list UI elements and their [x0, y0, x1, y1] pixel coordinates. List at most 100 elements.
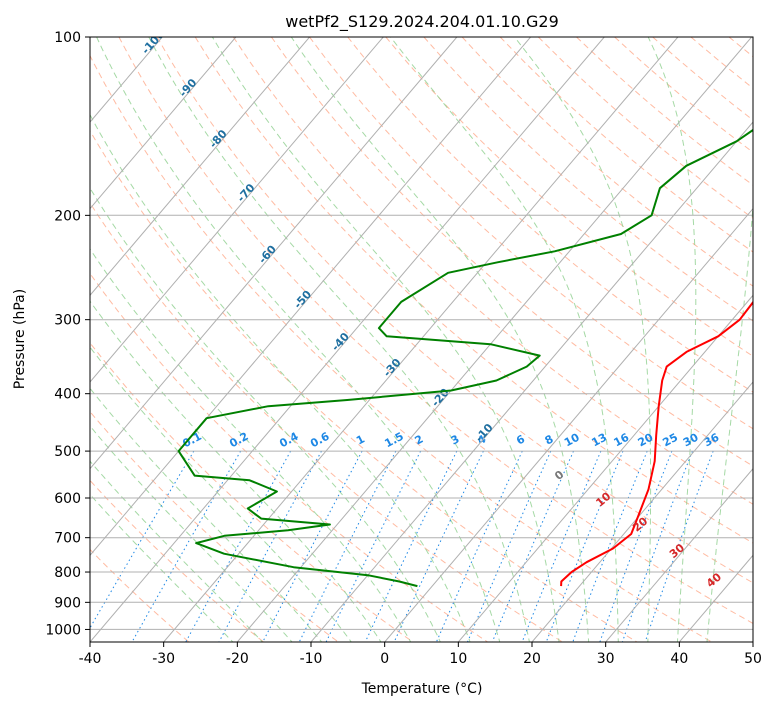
- isotherm-line: [605, 467, 753, 642]
- isotherm-line: [90, 37, 531, 557]
- isotherm-line: [678, 554, 753, 642]
- x-tick-label: 10: [449, 651, 467, 667]
- moist-adiabat: [90, 346, 352, 642]
- mixing-ratio-line: [218, 450, 322, 642]
- isotherm-line: [752, 641, 753, 642]
- mixing-ratio-label: 20: [636, 431, 656, 450]
- y-tick-label: 1000: [45, 622, 81, 638]
- isotherm-line: [90, 37, 384, 383]
- mixing-ratio-line: [393, 450, 484, 642]
- dry-adiabat: [156, 37, 753, 584]
- mixing-ratio-label: 10: [562, 431, 582, 450]
- isotherm-label: -100: [139, 27, 167, 56]
- isotherm-label: -80: [207, 127, 230, 151]
- x-tick-label: 30: [597, 651, 615, 667]
- dry-adiabat: [90, 410, 340, 642]
- mixing-ratio-line: [325, 450, 422, 642]
- dry-adiabat: [461, 37, 753, 287]
- dewpoint-profile-line: [177, 128, 753, 588]
- mixing-ratio-line: [298, 450, 397, 642]
- mixing-ratio-line: [185, 450, 292, 642]
- dry-adiabat: [232, 37, 753, 505]
- mixing-ratio-line: [599, 450, 673, 642]
- dry-adiabat: [90, 129, 638, 642]
- mixing-ratio-label: 13: [589, 431, 609, 450]
- y-tick-label: 300: [54, 313, 81, 329]
- y-axis-label: Pressure (hPa): [12, 289, 28, 389]
- mixing-ratio-label: 25: [660, 431, 680, 450]
- mixing-ratio-label: 36: [702, 431, 722, 450]
- isotherm-label: -70: [235, 181, 258, 205]
- dry-adiabat: [194, 37, 753, 544]
- dry-adiabat: [90, 54, 713, 642]
- x-axis-label: Temperature (°C): [361, 681, 483, 697]
- x-tick-label: 20: [523, 651, 541, 667]
- y-tick-label: 800: [54, 565, 81, 581]
- isotherm-label: -20: [429, 386, 452, 410]
- y-tick-label: 600: [54, 491, 81, 507]
- x-tick-label: -10: [300, 651, 323, 667]
- moist-adiabat: [390, 37, 619, 642]
- isotherm-label: -60: [256, 242, 279, 266]
- dry-adiabat: [270, 37, 753, 467]
- isotherm-line: [384, 207, 753, 642]
- adiabat-label: 40: [704, 570, 724, 590]
- dry-adiabat: [90, 272, 489, 642]
- isotherm-line: [90, 37, 605, 642]
- dry-adiabat: [309, 37, 753, 430]
- dry-adiabat: [423, 37, 753, 322]
- x-tick-label: 40: [670, 651, 688, 667]
- isotherm-line: [531, 381, 753, 642]
- isotherm-line: [90, 37, 310, 297]
- y-tick-label: 100: [54, 30, 81, 46]
- mixing-ratio-label: 3: [449, 432, 462, 447]
- isotherm-label: -10: [473, 421, 496, 445]
- plot-frame: [89, 36, 754, 643]
- dry-adiabat: [347, 37, 753, 393]
- dry-adiabat: [90, 548, 190, 642]
- adiabat-label: 10: [593, 489, 613, 509]
- x-tick-label: -20: [226, 651, 249, 667]
- isotherm-label: -50: [291, 288, 314, 312]
- mixing-ratio-label: 0.6: [308, 430, 332, 451]
- mixing-ratio-label: 1: [354, 432, 367, 447]
- mixing-ratio-line: [621, 450, 693, 642]
- mixing-ratio-label: 2: [413, 432, 426, 447]
- moist-adiabat: [90, 425, 293, 642]
- chart-title: wetPf2_S129.2024.204.01.10.G29: [285, 12, 559, 32]
- dry-adiabat: [385, 37, 753, 357]
- adiabat-label: 0: [552, 468, 566, 483]
- moist-adiabat: [90, 493, 234, 642]
- moist-adiabat: [514, 37, 652, 642]
- plot-area: 0.1 0.2 0.4 0.6 1 1.5 2 3 4 6 8 10 13 16 20 25 30 36 -100…: [90, 27, 775, 644]
- isotherm-line: [90, 37, 458, 470]
- isotherm-label: -90: [177, 76, 200, 100]
- x-tick-label: 0: [380, 651, 389, 667]
- isotherm-line: [90, 37, 237, 210]
- temperature-profile-line: [560, 300, 753, 587]
- y-tick-label: 700: [54, 531, 81, 547]
- dry-adiabat: [728, 37, 753, 58]
- y-tick-label: 900: [54, 595, 81, 611]
- mixing-ratio-line: [364, 450, 458, 642]
- y-tick-label: 200: [54, 208, 81, 224]
- dry-adiabat: [767, 37, 775, 644]
- dry-adiabat: [537, 37, 753, 219]
- mixing-ratio-label: 6: [514, 432, 527, 447]
- mixing-ratio-line: [262, 450, 363, 642]
- mixing-ratio-label: 0.4: [277, 430, 301, 451]
- isotherm-line: [236, 37, 752, 642]
- mixing-ratio-label: 16: [612, 431, 632, 450]
- y-tick-label: 400: [54, 387, 81, 403]
- mixing-ratio-label: 0.1: [180, 430, 203, 451]
- mixing-ratio-label: 30: [681, 431, 701, 450]
- moist-adiabat: [90, 300, 382, 642]
- isotherm-line: [457, 294, 753, 642]
- moist-adiabat: [90, 187, 441, 642]
- mixing-ratio-label: 0.2: [227, 430, 250, 451]
- isotherm-label: -40: [329, 330, 352, 354]
- mixing-ratio-label: 8: [543, 432, 556, 447]
- mixing-ratio-line: [90, 450, 195, 629]
- x-tick-label: -30: [152, 651, 175, 667]
